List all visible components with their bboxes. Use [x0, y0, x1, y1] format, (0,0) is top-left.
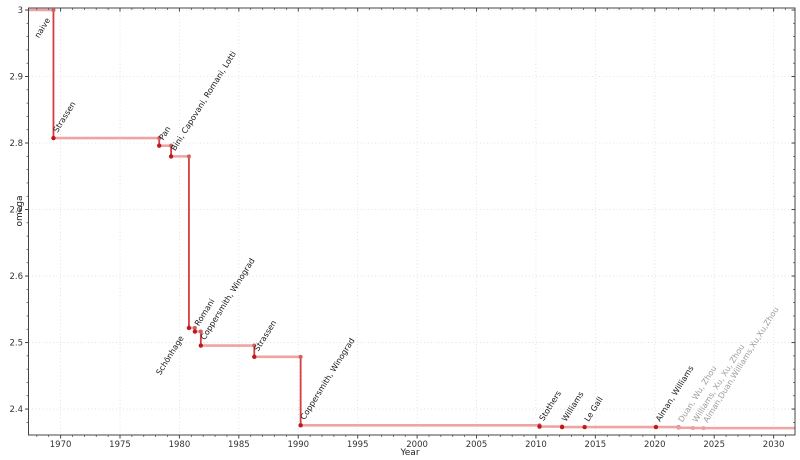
y-tick-label: 2.5: [9, 338, 23, 348]
x-tick-label: 2015: [585, 440, 607, 450]
y-tick-label: 2.7: [9, 205, 23, 215]
point-label: Schönhage: [154, 334, 185, 377]
x-tick-label: 1985: [228, 440, 250, 450]
x-tick-label: 2020: [644, 440, 666, 450]
data-point-marker: [582, 424, 587, 430]
point-label: Le Gall: [583, 395, 605, 423]
y-axis-title: omega: [15, 195, 25, 227]
plateau-end-marker: [169, 143, 174, 148]
data-point-marker: [298, 423, 303, 428]
data-point-marker: [198, 343, 204, 348]
x-tick-label: 2010: [525, 440, 547, 450]
y-tick-label: 2.9: [9, 72, 23, 82]
plateau-end-marker: [186, 154, 191, 159]
y-tick-label: 3: [18, 6, 23, 16]
data-point-marker: [701, 426, 706, 431]
y-tick-label: 2.6: [9, 272, 23, 282]
plateau-end-marker: [252, 343, 257, 348]
data-point-marker: [653, 424, 659, 430]
x-tick-label: 2030: [763, 440, 785, 450]
point-label: Alman,Duan,Williams,Xu,Xu,Zhou: [702, 305, 781, 424]
x-tick-label: 1990: [287, 440, 309, 450]
plateau-end-marker: [198, 329, 203, 334]
point-label: Strassen: [252, 319, 278, 353]
data-point-marker: [157, 143, 162, 148]
data-point-marker: [192, 329, 198, 334]
point-label: Strassen: [52, 100, 78, 134]
x-tick-label: 1995: [347, 440, 369, 450]
y-tick-label: 2.4: [9, 405, 23, 415]
data-point-marker: [51, 135, 56, 141]
point-label: Bini, Capovani, Romani, Lotti: [169, 50, 238, 153]
point-label: Stothers: [538, 389, 563, 422]
x-tick-label: 2005: [466, 440, 488, 450]
x-tick-label: 2000: [406, 440, 428, 450]
data-point-marker: [51, 7, 56, 12]
x-tick-label: 1980: [169, 440, 191, 450]
data-point-marker: [676, 425, 681, 430]
x-tick-label: 1970: [50, 440, 72, 450]
x-tick-label: 1975: [109, 440, 131, 450]
x-tick-label: 2025: [703, 440, 725, 450]
data-point-marker: [186, 325, 192, 331]
plot-border: [28, 7, 796, 436]
point-label: naive: [33, 16, 52, 39]
plateau-end-marker: [298, 354, 303, 359]
data-point-marker: [168, 154, 174, 159]
y-tick-label: 2.8: [9, 139, 23, 149]
data-point-marker: [252, 354, 257, 360]
plateau-end-marker: [192, 325, 197, 330]
plateau-end-marker: [157, 136, 162, 141]
point-label: Pan: [157, 125, 172, 142]
data-point-marker: [559, 424, 565, 430]
data-point-marker: [537, 424, 542, 429]
x-axis-title: Year: [400, 448, 420, 458]
data-point-marker: [690, 425, 695, 430]
